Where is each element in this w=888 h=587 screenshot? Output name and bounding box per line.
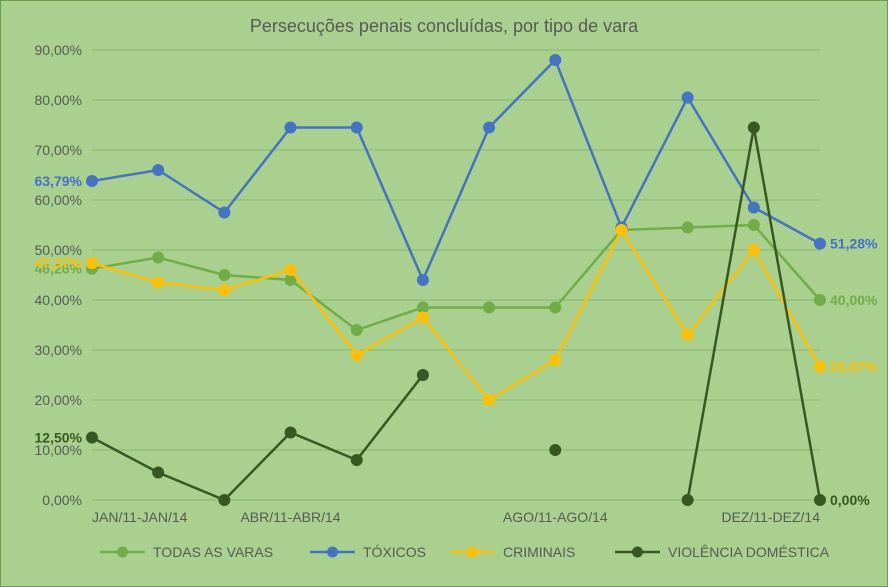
series-marker-violencia — [352, 455, 362, 465]
series-marker-toxicos — [683, 93, 693, 103]
series-marker-criminais — [749, 245, 759, 255]
series-end-label-criminais: 26,67% — [830, 359, 878, 375]
series-start-label-toxicos: 63,79% — [35, 173, 83, 189]
series-start-label-criminais: 47,37% — [35, 255, 83, 271]
series-marker-todas — [749, 220, 759, 230]
chart-svg: Persecuções penais concluídas, por tipo … — [0, 0, 888, 587]
series-marker-criminais — [683, 330, 693, 340]
y-axis-tick-label: 20,00% — [35, 392, 82, 408]
series-marker-toxicos — [550, 55, 560, 65]
chart-container: Persecuções penais concluídas, por tipo … — [0, 0, 888, 587]
series-marker-criminais — [815, 362, 825, 372]
legend-sample-marker-criminais — [468, 547, 478, 557]
series-marker-violencia — [153, 468, 163, 478]
series-marker-violencia — [418, 370, 428, 380]
legend-sample-marker-toxicos — [328, 547, 338, 557]
series-marker-todas — [418, 303, 428, 313]
legend-sample-marker-violencia — [633, 547, 643, 557]
y-axis-tick-label: 60,00% — [35, 192, 82, 208]
legend-sample-marker-todas — [118, 547, 128, 557]
series-marker-todas — [352, 325, 362, 335]
x-axis-tick-label: AGO/11-AGO/14 — [503, 509, 608, 525]
series-end-label-violencia: 0,00% — [830, 492, 870, 508]
series-marker-todas — [550, 303, 560, 313]
x-axis-tick-label: ABR/11-ABR/14 — [240, 509, 340, 525]
series-marker-todas — [219, 270, 229, 280]
chart-background — [0, 0, 888, 587]
series-marker-criminais — [153, 278, 163, 288]
y-axis-tick-label: 70,00% — [35, 142, 82, 158]
y-axis-tick-label: 30,00% — [35, 342, 82, 358]
series-marker-toxicos — [87, 176, 97, 186]
series-marker-toxicos — [418, 275, 428, 285]
series-end-label-todas: 40,00% — [830, 292, 878, 308]
y-axis-tick-label: 80,00% — [35, 92, 82, 108]
series-marker-criminais — [219, 285, 229, 295]
series-marker-criminais — [352, 350, 362, 360]
x-axis-tick-label: JAN/11-JAN/14 — [92, 509, 188, 525]
series-marker-todas — [683, 223, 693, 233]
legend-label-criminais: CRIMINAIS — [503, 544, 575, 560]
series-marker-criminais — [550, 355, 560, 365]
series-marker-violencia — [286, 428, 296, 438]
series-marker-criminais — [286, 265, 296, 275]
y-axis-tick-label: 40,00% — [35, 292, 82, 308]
series-end-label-toxicos: 51,28% — [830, 236, 878, 252]
y-axis-tick-label: 0,00% — [42, 492, 82, 508]
legend-label-todas: TODAS AS VARAS — [153, 544, 273, 560]
series-start-label-violencia: 12,50% — [35, 430, 83, 446]
series-marker-criminais — [87, 258, 97, 268]
series-marker-toxicos — [219, 208, 229, 218]
chart-title: Persecuções penais concluídas, por tipo … — [250, 16, 639, 36]
series-marker-violencia — [683, 495, 693, 505]
series-marker-violencia — [219, 495, 229, 505]
legend-label-violencia: VIOLÊNCIA DOMÉSTICA — [668, 544, 830, 560]
series-marker-toxicos — [749, 203, 759, 213]
series-marker-toxicos — [815, 239, 825, 249]
legend-label-toxicos: TÓXICOS — [363, 544, 426, 560]
series-marker-toxicos — [352, 123, 362, 133]
series-marker-violencia — [87, 433, 97, 443]
y-axis-tick-label: 90,00% — [35, 42, 82, 58]
series-marker-todas — [153, 253, 163, 263]
series-marker-violencia — [749, 123, 759, 133]
series-marker-todas — [484, 303, 494, 313]
series-marker-criminais — [616, 225, 626, 235]
series-marker-violencia — [815, 495, 825, 505]
series-marker-violencia — [550, 445, 560, 455]
series-marker-toxicos — [153, 165, 163, 175]
series-marker-toxicos — [286, 123, 296, 133]
series-marker-todas — [815, 295, 825, 305]
series-marker-toxicos — [484, 123, 494, 133]
x-axis-tick-label: DEZ/11-DEZ/14 — [721, 509, 820, 525]
series-marker-criminais — [484, 395, 494, 405]
series-marker-criminais — [418, 313, 428, 323]
